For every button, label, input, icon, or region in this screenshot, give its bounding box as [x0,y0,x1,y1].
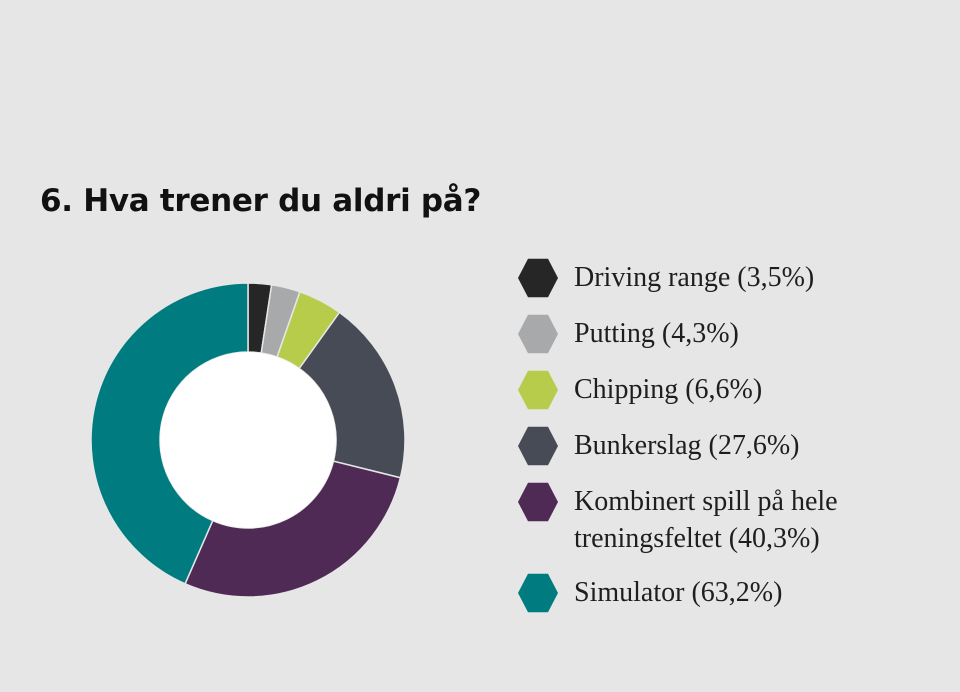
donut-hole [160,352,336,528]
legend-item-kombinert-spill: Kombinert spill på hele treningsfeltet (… [518,482,938,557]
putting-swatch-icon [518,314,558,354]
legend-label-putting: Putting (4,3%) [574,318,739,349]
driving-range-swatch-icon [518,258,558,298]
chart-title: 6. Hva trener du aldri på? [40,183,482,219]
simulator-swatch-icon [518,573,558,613]
legend-label-chipping: Chipping (6,6%) [574,374,763,405]
legend-label-driving-range: Driving range (3,5%) [574,262,815,293]
legend-label-bunkerslag: Bunkerslag (27,6%) [574,430,800,461]
legend: Driving range (3,5%) Putting (4,3%) Chip… [518,258,938,629]
kombinert-spill-swatch-icon [518,482,558,522]
legend-item-bunkerslag: Bunkerslag (27,6%) [518,426,938,466]
chipping-swatch-icon [518,370,558,410]
legend-label-simulator: Simulator (63,2%) [574,577,783,608]
donut-chart [90,282,406,598]
legend-item-simulator: Simulator (63,2%) [518,573,938,613]
legend-label-kombinert-spill: Kombinert spill på hele treningsfeltet (… [574,486,838,554]
legend-item-putting: Putting (4,3%) [518,314,938,354]
legend-item-chipping: Chipping (6,6%) [518,370,938,410]
legend-item-driving-range: Driving range (3,5%) [518,258,938,298]
bunkerslag-swatch-icon [518,426,558,466]
